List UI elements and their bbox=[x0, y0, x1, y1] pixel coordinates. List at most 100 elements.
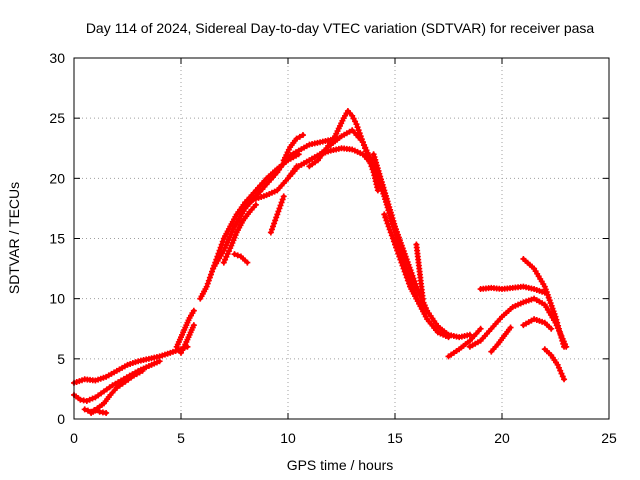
data-point bbox=[84, 407, 91, 414]
data-point bbox=[402, 271, 409, 278]
data-point bbox=[558, 334, 565, 341]
data-point bbox=[207, 271, 214, 278]
x-axis-label: GPS time / hours bbox=[287, 457, 394, 473]
data-point bbox=[477, 325, 484, 332]
data-point bbox=[552, 313, 559, 320]
data-point bbox=[277, 202, 284, 209]
data-point bbox=[400, 265, 407, 272]
data-point bbox=[404, 277, 411, 284]
data-point bbox=[560, 340, 567, 347]
x-tick-label: 25 bbox=[601, 430, 617, 446]
data-point bbox=[553, 316, 560, 323]
data-point bbox=[393, 244, 400, 251]
data-point bbox=[139, 367, 146, 374]
y-tick-label: 30 bbox=[49, 50, 65, 66]
data-point bbox=[205, 277, 212, 284]
data-point bbox=[395, 250, 402, 257]
data-point bbox=[396, 253, 403, 260]
data-point bbox=[419, 304, 426, 311]
data-point bbox=[231, 251, 238, 258]
y-tick-label: 25 bbox=[49, 110, 65, 126]
data-point bbox=[103, 409, 110, 416]
series-track-9 bbox=[220, 201, 259, 266]
data-point bbox=[275, 208, 282, 215]
data-point bbox=[401, 268, 408, 275]
series-track-13 bbox=[280, 132, 306, 164]
data-point bbox=[156, 358, 163, 365]
series-line bbox=[198, 152, 301, 301]
data-point bbox=[276, 205, 283, 212]
series-track-10 bbox=[231, 251, 251, 266]
series-track-23 bbox=[488, 324, 514, 355]
x-tick-label: 15 bbox=[387, 430, 403, 446]
data-point bbox=[555, 325, 562, 332]
data-point bbox=[353, 121, 360, 128]
data-point bbox=[381, 211, 388, 218]
data-point bbox=[398, 259, 405, 266]
series-track-12 bbox=[267, 193, 287, 236]
data-point bbox=[299, 132, 306, 139]
data-point bbox=[384, 220, 391, 227]
series-track-26 bbox=[541, 346, 568, 383]
series-track-5 bbox=[173, 307, 197, 350]
data-point bbox=[399, 262, 406, 269]
ticks: 0 5 10 15 20 25 0 5 10 15 20 25 30 bbox=[49, 50, 617, 446]
data-point bbox=[394, 247, 401, 254]
y-axis-label: SDTVAR / TECUs bbox=[6, 182, 22, 294]
data-point bbox=[389, 235, 396, 242]
data-point bbox=[559, 337, 566, 344]
x-tick-label: 0 bbox=[70, 430, 78, 446]
series-track-25 bbox=[520, 316, 555, 332]
data-point bbox=[561, 376, 568, 383]
series-track-20 bbox=[445, 325, 484, 360]
data-layer bbox=[71, 107, 570, 416]
x-tick-label: 20 bbox=[494, 430, 510, 446]
data-point bbox=[405, 280, 412, 287]
data-point bbox=[204, 280, 211, 287]
data-point bbox=[267, 229, 274, 236]
x-tick-label: 10 bbox=[280, 430, 296, 446]
data-point bbox=[273, 214, 280, 221]
data-point bbox=[554, 319, 561, 326]
data-point bbox=[383, 217, 390, 224]
data-point bbox=[190, 307, 197, 314]
series-track-18 bbox=[381, 211, 426, 311]
data-point bbox=[355, 127, 362, 134]
data-point bbox=[293, 135, 300, 142]
data-point bbox=[507, 324, 514, 331]
series-track-4 bbox=[88, 407, 110, 416]
data-point bbox=[92, 407, 99, 414]
series-track-11 bbox=[242, 163, 300, 206]
data-point bbox=[392, 241, 398, 248]
data-point bbox=[556, 328, 563, 335]
data-point bbox=[203, 283, 210, 290]
data-point bbox=[466, 331, 473, 338]
series-track-7 bbox=[197, 151, 302, 302]
data-point bbox=[278, 199, 285, 206]
series-track-22 bbox=[477, 283, 548, 296]
data-point bbox=[387, 229, 394, 236]
data-point bbox=[206, 274, 213, 281]
data-point bbox=[386, 226, 393, 233]
y-tick-label: 5 bbox=[57, 351, 65, 367]
data-point bbox=[388, 232, 395, 239]
data-point bbox=[280, 193, 287, 200]
data-point bbox=[270, 223, 277, 230]
data-point bbox=[296, 133, 303, 140]
data-point bbox=[268, 226, 275, 233]
data-point bbox=[403, 274, 410, 281]
series-track-6 bbox=[178, 322, 197, 356]
chart-title: Day 114 of 2024, Sidereal Day-to-day VTE… bbox=[86, 20, 595, 36]
x-tick-label: 5 bbox=[177, 430, 185, 446]
data-point bbox=[390, 238, 397, 245]
data-point bbox=[81, 406, 88, 413]
series-track-1 bbox=[71, 343, 191, 386]
data-point bbox=[274, 211, 281, 218]
data-point bbox=[234, 252, 241, 259]
y-tick-label: 20 bbox=[49, 170, 65, 186]
y-tick-label: 10 bbox=[49, 291, 65, 307]
data-point bbox=[271, 220, 278, 227]
series-track-19 bbox=[413, 241, 426, 302]
